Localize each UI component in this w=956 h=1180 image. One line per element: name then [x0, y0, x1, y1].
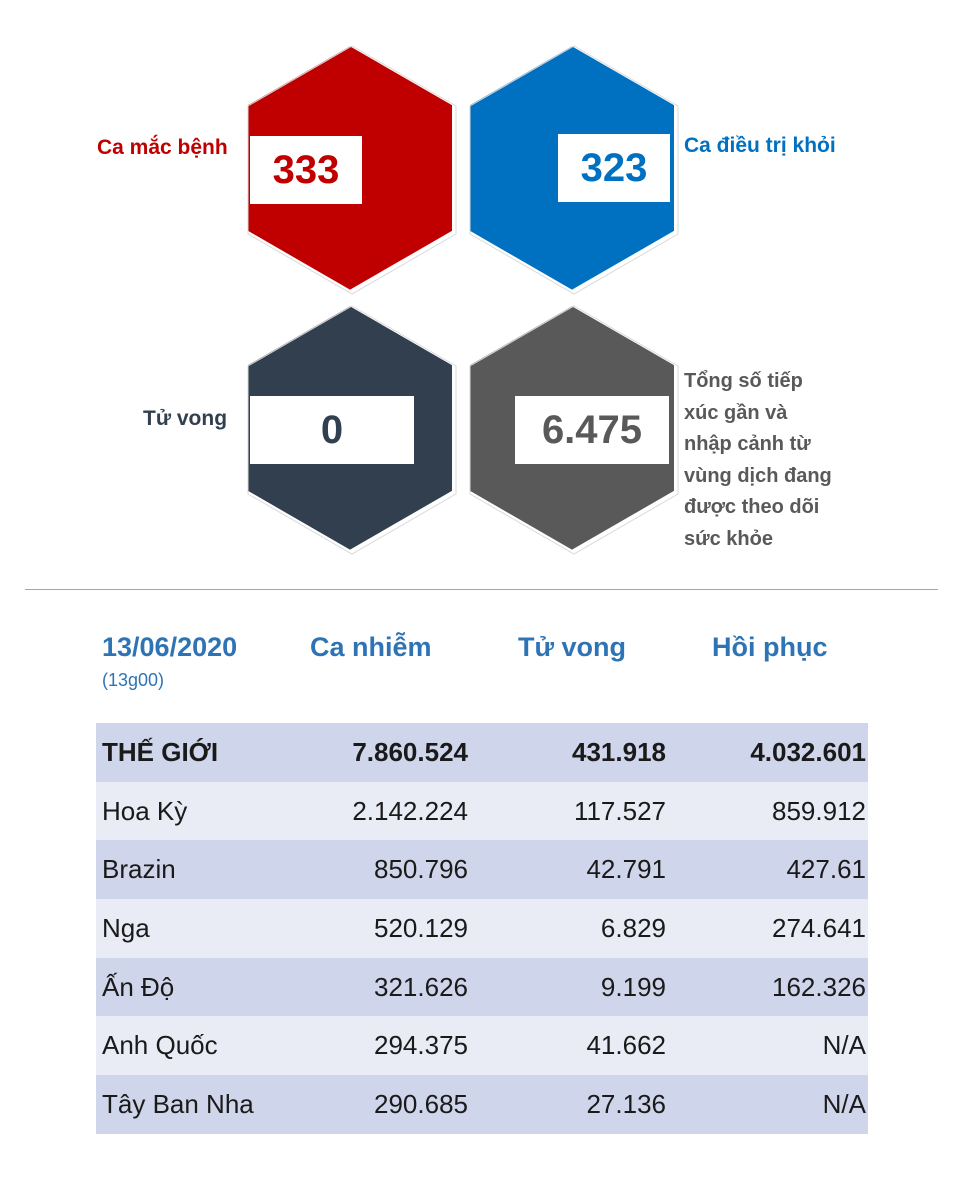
- row-deaths: 6.829: [600, 912, 666, 943]
- header-deaths: Tử vong: [518, 632, 627, 662]
- table-date: 13/06/2020: [102, 632, 238, 662]
- table-row: Anh Quốc 294.375 41.662 N/A: [96, 1016, 868, 1076]
- cases-label: Ca mắc bệnh: [97, 136, 228, 159]
- row-country: Tây Ban Nha: [102, 1088, 254, 1119]
- row-deaths: 41.662: [586, 1030, 666, 1061]
- monitored-label-line: vùng dịch đang: [684, 464, 832, 487]
- monitored-value: 6.475: [515, 396, 669, 464]
- row-country: Nga: [102, 912, 150, 943]
- monitored-label-line: xúc gần và: [684, 401, 788, 424]
- monitored-label-line: Tổng số tiếp: [684, 370, 803, 392]
- table-row: Nga 520.129 6.829 274.641: [96, 899, 868, 958]
- deaths-value: 0: [250, 396, 414, 464]
- country-stats-table: THẾ GIỚI 7.860.524 431.918 4.032.601 Hoa…: [96, 723, 868, 1134]
- row-recovered: 274.641: [772, 912, 866, 943]
- cases-value: 333: [250, 136, 362, 204]
- row-recovered: 859.912: [772, 795, 866, 826]
- recovered-label: Ca điều trị khỏi: [684, 134, 836, 157]
- header-cases: Ca nhiễm: [310, 632, 432, 662]
- recovered-value: 323: [558, 134, 670, 202]
- row-cases: 294.375: [374, 1030, 468, 1061]
- row-cases: 290.685: [374, 1088, 468, 1119]
- table-row: Tây Ban Nha 290.685 27.136 N/A: [96, 1075, 868, 1134]
- row-country: THẾ GIỚI: [102, 736, 219, 767]
- row-deaths: 27.136: [586, 1088, 666, 1119]
- monitored-label: Tổng số tiếp xúc gần và nhập cảnh từ vùn…: [684, 366, 832, 555]
- row-recovered: N/A: [822, 1030, 866, 1061]
- row-recovered: 427.61: [786, 854, 866, 885]
- table-row: THẾ GIỚI 7.860.524 431.918 4.032.601: [96, 723, 868, 782]
- row-recovered: N/A: [822, 1088, 866, 1119]
- row-deaths: 431.918: [572, 736, 666, 767]
- row-recovered: 162.326: [772, 971, 866, 1002]
- row-country: Brazin: [102, 854, 176, 885]
- row-deaths: 9.199: [600, 971, 666, 1002]
- row-country: Ấn Độ: [102, 971, 175, 1002]
- monitored-label-line: sức khỏe: [684, 527, 773, 550]
- table-row: Ấn Độ 321.626 9.199 162.326: [96, 957, 868, 1017]
- row-deaths: 117.527: [573, 795, 666, 826]
- row-cases: 321.626: [374, 971, 468, 1002]
- deaths-label: Tử vong: [143, 407, 228, 430]
- section-divider: [25, 589, 938, 590]
- row-cases: 850.796: [374, 854, 468, 885]
- row-cases: 520.129: [374, 912, 468, 943]
- row-recovered: 4.032.601: [750, 736, 866, 767]
- table-row: Hoa Kỳ 2.142.224 117.527 859.912: [96, 781, 868, 841]
- monitored-label-line: được theo dõi: [684, 496, 820, 518]
- monitored-label-line: nhập cảnh từ: [684, 433, 811, 455]
- header-recovered: Hồi phục: [712, 632, 828, 662]
- row-cases: 7.860.524: [352, 736, 468, 767]
- table-time: (13g00): [102, 670, 165, 690]
- row-deaths: 42.791: [586, 854, 666, 885]
- table-row: Brazin 850.796 42.791 427.61: [96, 840, 868, 900]
- row-country: Anh Quốc: [102, 1030, 218, 1061]
- row-country: Hoa Kỳ: [102, 795, 188, 826]
- row-cases: 2.142.224: [352, 795, 468, 826]
